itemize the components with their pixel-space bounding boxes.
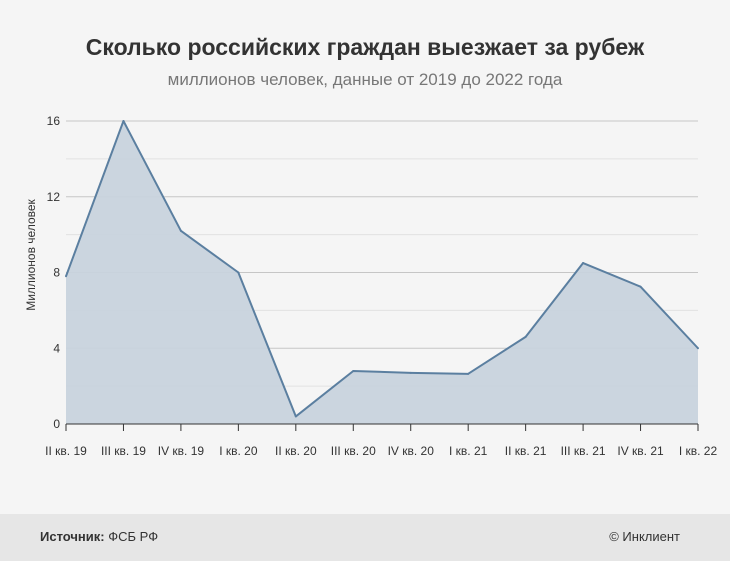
data-point bbox=[179, 229, 182, 232]
x-tick-label: III кв. 21 bbox=[561, 444, 606, 458]
x-tick-label: I кв. 22 bbox=[679, 444, 718, 458]
y-tick-label: 8 bbox=[53, 266, 60, 280]
data-point bbox=[582, 262, 585, 265]
x-tick-label: I кв. 21 bbox=[449, 444, 488, 458]
x-tick-label: II кв. 20 bbox=[275, 444, 317, 458]
y-tick-labels: 0 4 8 12 16 bbox=[47, 114, 61, 431]
x-tick-label: II кв. 19 bbox=[45, 444, 87, 458]
y-tick-label: 12 bbox=[47, 190, 61, 204]
data-point bbox=[237, 271, 240, 274]
x-tick-label: IV кв. 21 bbox=[617, 444, 664, 458]
data-point bbox=[639, 285, 642, 288]
area-chart: 0 4 8 12 16 II кв. 19 III кв. 19 IV кв. 19 I кв… bbox=[24, 114, 717, 458]
series-area bbox=[66, 121, 698, 424]
x-tick-label: III кв. 20 bbox=[331, 444, 376, 458]
source: Источник: ФСБ РФ bbox=[40, 529, 158, 544]
x-tick-labels: II кв. 19 III кв. 19 IV кв. 19 I кв. 20 II к… bbox=[45, 444, 717, 458]
data-point bbox=[697, 347, 699, 350]
y-axis-label: Миллионов человек bbox=[24, 198, 38, 310]
data-point bbox=[352, 369, 355, 372]
series-line bbox=[65, 120, 699, 418]
source-label: Источник: bbox=[40, 529, 105, 544]
area-layer bbox=[65, 120, 699, 424]
chart-title: Сколько российских граждан выезжает за р… bbox=[85, 34, 645, 60]
y-tick-label: 16 bbox=[47, 114, 61, 128]
y-tick-label: 4 bbox=[53, 341, 60, 355]
y-tick-label: 0 bbox=[53, 417, 60, 431]
source-value: ФСБ РФ bbox=[108, 529, 159, 544]
x-tick-label: III кв. 19 bbox=[101, 444, 146, 458]
x-tick-label: II кв. 21 bbox=[505, 444, 547, 458]
credit: © Инклиент bbox=[609, 529, 680, 544]
data-point bbox=[294, 415, 297, 418]
data-point bbox=[524, 335, 527, 338]
chart-subtitle: миллионов человек, данные от 2019 до 202… bbox=[167, 70, 563, 89]
data-point bbox=[409, 371, 412, 374]
x-tick-label: IV кв. 19 bbox=[158, 444, 205, 458]
data-point bbox=[122, 120, 125, 122]
data-point bbox=[467, 372, 470, 375]
data-point bbox=[65, 275, 67, 278]
x-tick-label: IV кв. 20 bbox=[388, 444, 435, 458]
x-tick-label: I кв. 20 bbox=[219, 444, 258, 458]
axes bbox=[65, 423, 699, 431]
footer: Источник: ФСБ РФ © Инклиент bbox=[0, 514, 730, 561]
